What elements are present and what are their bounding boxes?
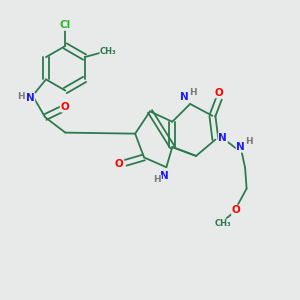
- Text: O: O: [115, 159, 124, 169]
- Text: N: N: [236, 142, 245, 152]
- Text: CH₃: CH₃: [100, 47, 117, 56]
- Text: O: O: [61, 102, 69, 112]
- Text: N: N: [180, 92, 189, 102]
- Text: N: N: [26, 93, 34, 103]
- Text: O: O: [232, 205, 241, 215]
- Text: N: N: [160, 171, 169, 181]
- Text: H: H: [154, 175, 161, 184]
- Text: H: H: [245, 136, 253, 146]
- Text: CH₃: CH₃: [214, 219, 231, 228]
- Text: H: H: [189, 88, 197, 97]
- Text: O: O: [214, 88, 223, 98]
- Text: Cl: Cl: [60, 20, 71, 30]
- Text: N: N: [218, 133, 227, 143]
- Text: H: H: [17, 92, 25, 101]
